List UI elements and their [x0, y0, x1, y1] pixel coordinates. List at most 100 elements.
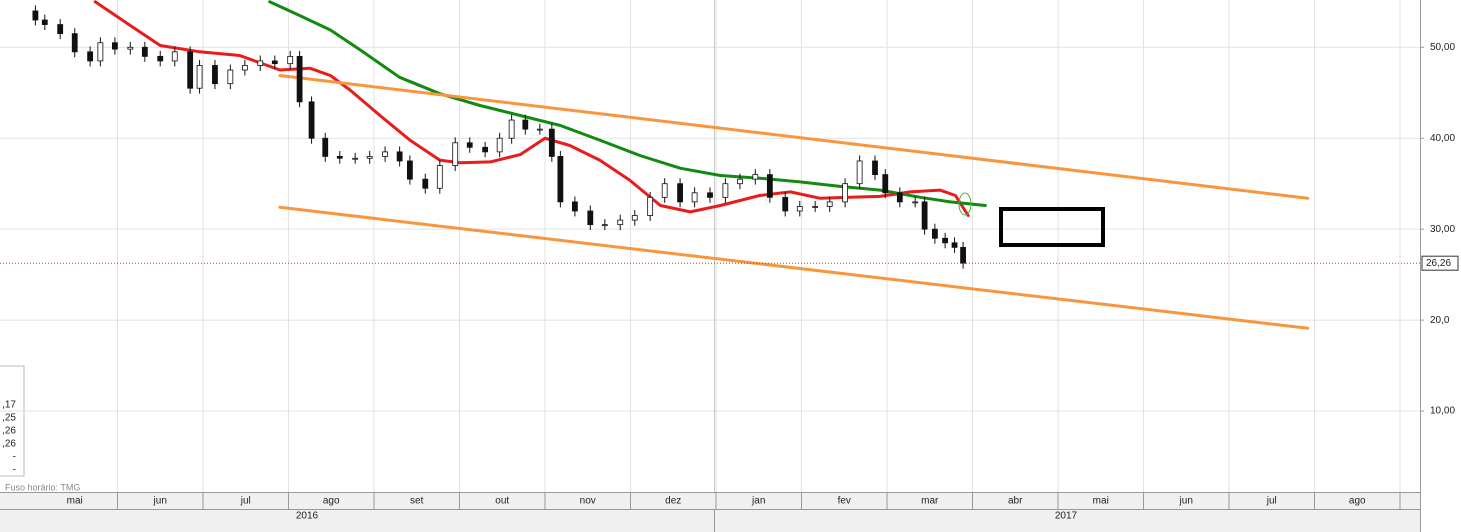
candle-body — [587, 210, 594, 226]
candle-body — [141, 46, 148, 57]
candle-body — [942, 237, 949, 244]
candle-body — [572, 201, 578, 212]
candle-body — [707, 192, 713, 198]
x-tick-label: jul — [240, 496, 251, 507]
candle-body — [227, 69, 234, 85]
x-tick-label: jun — [1179, 496, 1193, 507]
candle-body — [366, 156, 373, 159]
candle-body — [171, 51, 178, 62]
candle-body — [196, 65, 203, 89]
x-tick-label: nov — [580, 496, 596, 507]
x-tick-label: fev — [838, 496, 851, 507]
y-tick-label: 20,0 — [1430, 315, 1450, 326]
candle-body — [127, 46, 134, 50]
x-tick-label: jul — [1266, 496, 1277, 507]
legend-text: ,25 — [2, 413, 16, 424]
legend-text: ,26 — [2, 439, 16, 450]
candle-body — [960, 246, 966, 264]
candle-body — [921, 201, 928, 230]
year-label: 2016 — [296, 511, 319, 522]
y-tick-label: 30,00 — [1430, 224, 1455, 235]
candle-body — [57, 24, 64, 35]
candle-body — [466, 142, 473, 148]
x-tick-label: mai — [67, 496, 83, 507]
candle-body — [32, 10, 39, 21]
overlay-line — [93, 0, 970, 217]
candle-body — [422, 178, 429, 189]
x-tick-label: jan — [751, 496, 765, 507]
candle-body — [406, 160, 413, 180]
candle-body — [661, 183, 668, 198]
candle-body — [452, 142, 459, 166]
candle-body — [436, 165, 443, 189]
y-tick-label: 50,00 — [1430, 42, 1455, 53]
candle-body — [496, 137, 503, 153]
x-tick-label: mai — [1093, 496, 1109, 507]
x-tick-label: mar — [921, 496, 939, 507]
candle-body — [872, 160, 878, 176]
candle-body — [396, 151, 403, 162]
candle-body — [601, 224, 608, 227]
candle-body — [826, 201, 833, 207]
candle-body — [212, 65, 218, 85]
candle-body — [951, 242, 958, 248]
candle-body — [766, 174, 773, 198]
candle-body — [856, 160, 863, 185]
candle-body — [296, 55, 303, 103]
candle-body — [271, 60, 278, 65]
y-tick-label: 40,00 — [1430, 133, 1455, 144]
candle-body — [522, 119, 529, 130]
candle-body — [812, 206, 819, 208]
candle-body — [796, 206, 803, 212]
x-tick-label: ago — [323, 496, 340, 507]
annotation-ellipse — [958, 192, 972, 216]
candle-body — [382, 151, 388, 157]
legend-text: - — [13, 452, 16, 463]
x-tick-label: abr — [1008, 496, 1023, 507]
candle-body — [71, 33, 78, 53]
candle-body — [752, 174, 759, 180]
candle-body — [508, 119, 515, 139]
x-tick-label: dez — [665, 496, 681, 507]
legend-text: ,26 — [2, 426, 16, 437]
candle-body — [782, 196, 789, 212]
x-tick-label: jun — [153, 496, 167, 507]
x-axis-band — [0, 492, 1420, 532]
candle-body — [737, 178, 743, 185]
candle-body — [617, 219, 624, 226]
legend-text: ,17 — [2, 400, 16, 411]
plot-area — [0, 0, 1420, 492]
candle-body — [257, 60, 264, 66]
year-label: 2017 — [1055, 511, 1078, 522]
candle-body — [336, 156, 343, 159]
candle-body — [157, 55, 164, 62]
candle-body — [112, 42, 118, 50]
y-tick-label: 10,00 — [1430, 406, 1455, 417]
candle-body — [931, 228, 938, 239]
annotation-box — [999, 207, 1105, 247]
overlay-line — [278, 74, 1310, 200]
x-tick-label: set — [410, 496, 424, 507]
candle-body — [41, 19, 48, 25]
candle-body — [322, 137, 329, 157]
last-price-box — [1421, 255, 1459, 271]
candle-body — [97, 42, 104, 62]
overlay-line — [268, 0, 987, 207]
candle-body — [882, 174, 889, 194]
candle-body — [536, 128, 543, 131]
candle-body — [548, 128, 555, 157]
candle-body — [187, 51, 194, 89]
legend-text: - — [13, 465, 16, 476]
candle-body — [308, 101, 315, 139]
candle-body — [352, 157, 359, 160]
candle-body — [241, 65, 248, 71]
candle-body — [677, 183, 683, 203]
candle-body — [691, 192, 698, 203]
candle-body — [842, 183, 848, 203]
candle-body — [482, 146, 489, 153]
candle-body — [722, 183, 729, 198]
candle-body — [647, 196, 654, 216]
